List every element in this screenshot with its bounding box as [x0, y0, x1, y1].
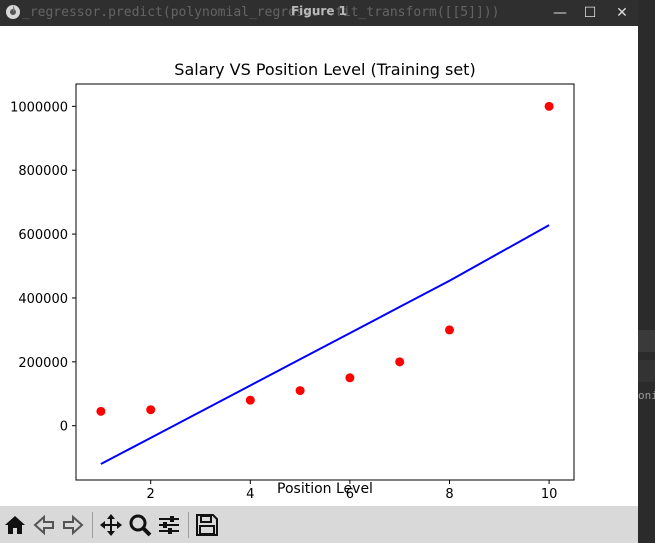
chart-title: Salary VS Position Level (Training set) [174, 60, 475, 79]
navigation-toolbar [0, 506, 638, 543]
plot-frame [75, 83, 575, 481]
toolbar-separator [92, 512, 93, 538]
close-button[interactable]: ✕ [616, 5, 628, 21]
y-tick-label: 0 [60, 420, 68, 435]
figure-canvas[interactable]: Salary VS Position Level (Training set) … [0, 26, 638, 506]
y-tick-label: 800000 [18, 164, 68, 179]
configure-subplots-icon[interactable] [156, 512, 182, 538]
y-tick-label: 400000 [18, 292, 68, 307]
data-point [245, 395, 255, 405]
x-tick-label: 8 [445, 487, 453, 502]
editor-text-fragment: oni [638, 389, 655, 402]
save-floppy-icon[interactable] [194, 512, 220, 538]
x-tick-label: 6 [346, 487, 354, 502]
x-tick-label: 4 [246, 487, 254, 502]
y-tick-label: 1000000 [10, 100, 68, 115]
data-point [445, 325, 454, 335]
data-point [146, 405, 156, 415]
zoom-magnifier-icon[interactable] [127, 512, 153, 538]
editor-row [638, 330, 655, 352]
y-tick-label: 200000 [18, 356, 68, 371]
home-icon[interactable] [2, 512, 28, 538]
background-code-text: _regressor.predict(polynomial_regressor.… [22, 5, 500, 20]
x-tick-label: 10 [541, 487, 558, 502]
toolbar-separator [188, 512, 189, 538]
forward-arrow-icon[interactable] [60, 512, 86, 538]
data-point [295, 386, 305, 396]
window-title: Figure 1 [290, 4, 348, 18]
x-tick-label: 2 [147, 487, 155, 502]
data-point [345, 373, 355, 383]
background-editor-strip: oni [638, 0, 655, 543]
y-tick-label: 600000 [18, 228, 68, 243]
back-arrow-icon[interactable] [31, 512, 57, 538]
x-axis-label: Position Level [277, 481, 373, 497]
chart: Salary VS Position Level (Training set) … [10, 60, 575, 502]
editor-row [638, 360, 655, 382]
data-point [544, 101, 554, 111]
matplotlib-app-icon [6, 5, 20, 19]
regression-line [100, 224, 550, 465]
data-point [395, 357, 405, 367]
maximize-button[interactable]: ☐ [583, 5, 597, 21]
pan-move-icon[interactable] [98, 512, 124, 538]
window-titlebar: _regressor.predict(polynomial_regressor.… [0, 0, 638, 26]
data-point [96, 406, 106, 416]
minimize-button[interactable]: — [553, 5, 567, 21]
